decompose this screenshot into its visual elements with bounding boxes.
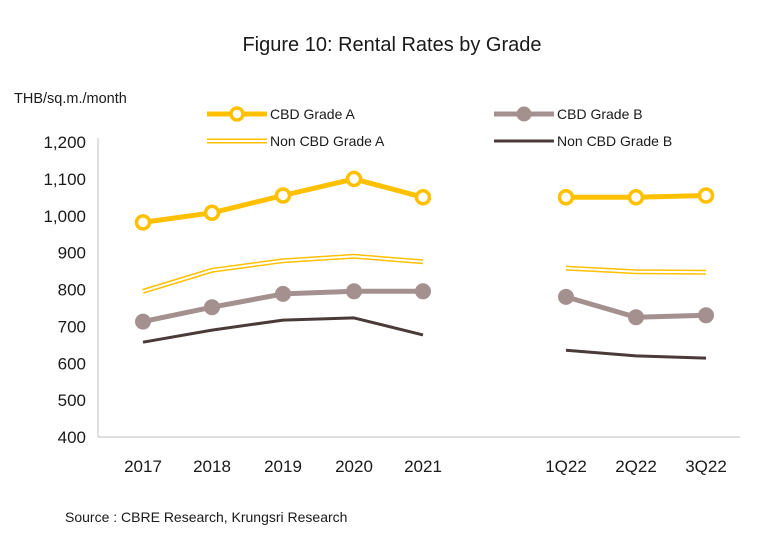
x-axis: 2017 2018 2019 2020 2021 1Q22 2Q22 3Q22 xyxy=(98,436,740,476)
y-tick-label: 1,000 xyxy=(43,207,86,226)
data-point xyxy=(698,307,714,324)
x-tick-label: 2Q22 xyxy=(615,457,657,476)
y-tick-label: 1,100 xyxy=(43,170,86,189)
data-point xyxy=(274,187,292,204)
data-point xyxy=(628,309,644,326)
y-tick-label: 500 xyxy=(58,391,86,410)
x-tick-label: 2019 xyxy=(264,457,302,476)
series-line xyxy=(142,316,424,344)
data-point xyxy=(204,299,220,316)
y-axis-unit-label: THB/sq.m./month xyxy=(14,91,127,107)
legend-label: CBD Grade A xyxy=(270,106,355,122)
series-non-cbd-grade-b xyxy=(142,316,707,360)
data-point xyxy=(203,204,221,222)
legend-item-cbd-grade-b: CBD Grade B xyxy=(494,106,643,122)
chart-title: Figure 10: Rental Rates by Grade xyxy=(242,34,541,56)
series-line-inner xyxy=(565,267,707,274)
y-tick-label: 600 xyxy=(58,354,86,373)
legend: CBD Grade A CBD Grade B Non CBD Grade A Non… xyxy=(207,106,672,149)
data-point xyxy=(697,187,715,204)
y-tick-label: 900 xyxy=(58,244,86,263)
data-point xyxy=(134,214,152,231)
x-tick-label: 2021 xyxy=(404,457,442,476)
x-tick-label: 1Q22 xyxy=(545,457,587,476)
y-axis: 400 500 600 700 800 900 1,000 1,100 1,200 xyxy=(43,133,99,447)
data-point xyxy=(135,313,151,330)
data-point xyxy=(557,189,575,206)
legend-item-non-cbd-grade-a: Non CBD Grade A xyxy=(207,133,385,149)
legend-label: CBD Grade B xyxy=(557,106,643,122)
series-non-cbd-grade-a xyxy=(142,253,707,294)
series-cbd-grade-a xyxy=(134,170,715,231)
data-point xyxy=(414,189,432,206)
x-tick-label: 2017 xyxy=(124,457,162,476)
series-line xyxy=(565,348,707,360)
data-point xyxy=(558,288,574,305)
y-tick-label: 700 xyxy=(58,317,86,336)
series-cbd-grade-b xyxy=(135,283,714,330)
y-tick-label: 400 xyxy=(58,428,86,447)
y-tick-label: 1,200 xyxy=(43,133,86,152)
legend-item-non-cbd-grade-b: Non CBD Grade B xyxy=(494,133,672,149)
data-point xyxy=(415,283,431,300)
series-line-inner xyxy=(142,255,424,293)
legend-marker xyxy=(516,106,532,122)
data-point xyxy=(345,170,363,188)
x-tick-label: 2020 xyxy=(335,457,373,476)
x-tick-label: 3Q22 xyxy=(685,457,727,476)
legend-item-cbd-grade-a: CBD Grade A xyxy=(207,106,355,122)
legend-marker xyxy=(229,106,245,122)
data-point xyxy=(346,283,362,300)
legend-label: Non CBD Grade B xyxy=(557,133,672,149)
legend-label: Non CBD Grade A xyxy=(270,133,385,149)
plot-area xyxy=(134,170,715,360)
x-tick-label: 2018 xyxy=(193,457,231,476)
data-point xyxy=(627,189,645,206)
source-note: Source : CBRE Research, Krungsri Researc… xyxy=(65,509,347,525)
y-tick-label: 800 xyxy=(58,281,86,300)
data-point xyxy=(275,285,291,302)
